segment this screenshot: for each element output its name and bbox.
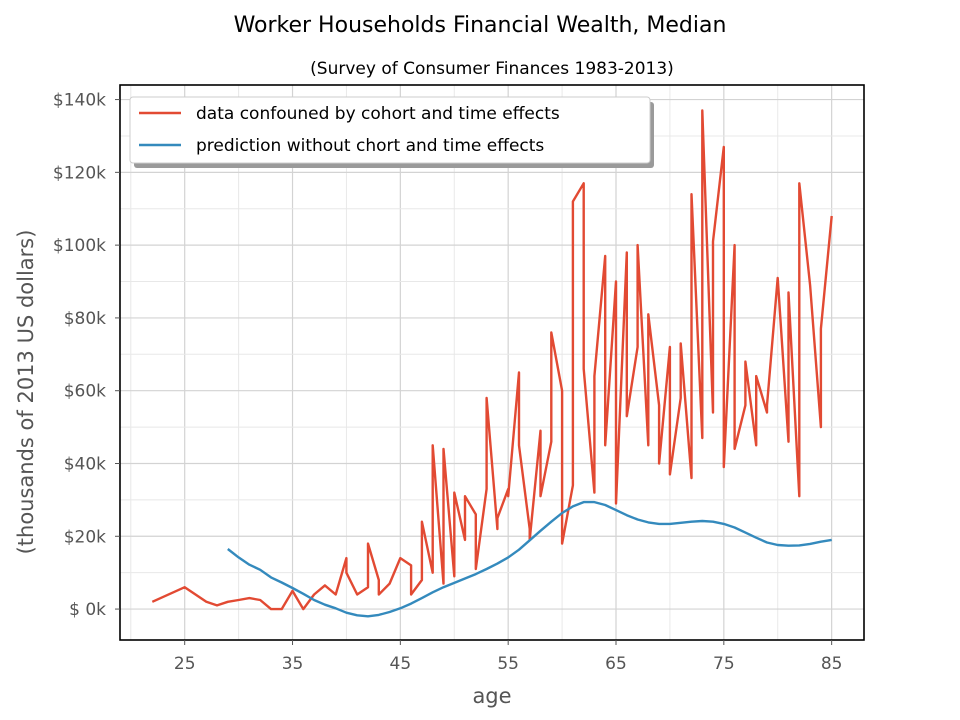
x-axis-label: age xyxy=(472,684,511,708)
x-tick-label: 25 xyxy=(174,654,196,674)
y-tick-label: $140k xyxy=(53,91,106,111)
legend-label-prediction: prediction without chort and time effect… xyxy=(196,136,544,156)
x-tick-label: 75 xyxy=(713,654,735,674)
y-tick-label: $20k xyxy=(64,527,106,547)
x-axis: 25 35 45 55 65 75 85 xyxy=(174,640,843,674)
x-tick-label: 55 xyxy=(497,654,519,674)
y-tick-label: $100k xyxy=(53,236,106,256)
series-line-prediction xyxy=(227,500,832,618)
y-tick-label: $60k xyxy=(64,382,106,402)
series-layer xyxy=(151,109,833,618)
y-tick-label: $80k xyxy=(64,309,106,329)
x-tick-label: 35 xyxy=(282,654,304,674)
y-tick-label: $ 0k xyxy=(69,600,106,620)
x-tick-label: 85 xyxy=(821,654,843,674)
legend: data confouned by cohort and time effect… xyxy=(129,96,654,168)
grid xyxy=(120,85,864,640)
chart-subtitle: (Survey of Consumer Finances 1983-2013) xyxy=(310,59,674,79)
chart-title: Worker Households Financial Wealth, Medi… xyxy=(234,13,727,38)
y-axis: $ 0k $20k $40k $60k $80k $100k $120k $140k xyxy=(53,91,120,620)
series-line-data xyxy=(151,109,833,611)
plot-area-frame xyxy=(119,84,865,641)
legend-label-data: data confouned by cohort and time effect… xyxy=(196,104,560,124)
legend-box xyxy=(129,96,651,164)
x-tick-label: 65 xyxy=(605,654,627,674)
y-axis-label: (thousands of 2013 US dollars) xyxy=(14,230,38,555)
x-tick-label: 45 xyxy=(390,654,412,674)
y-tick-label: $120k xyxy=(53,163,106,183)
y-tick-label: $40k xyxy=(64,454,106,474)
